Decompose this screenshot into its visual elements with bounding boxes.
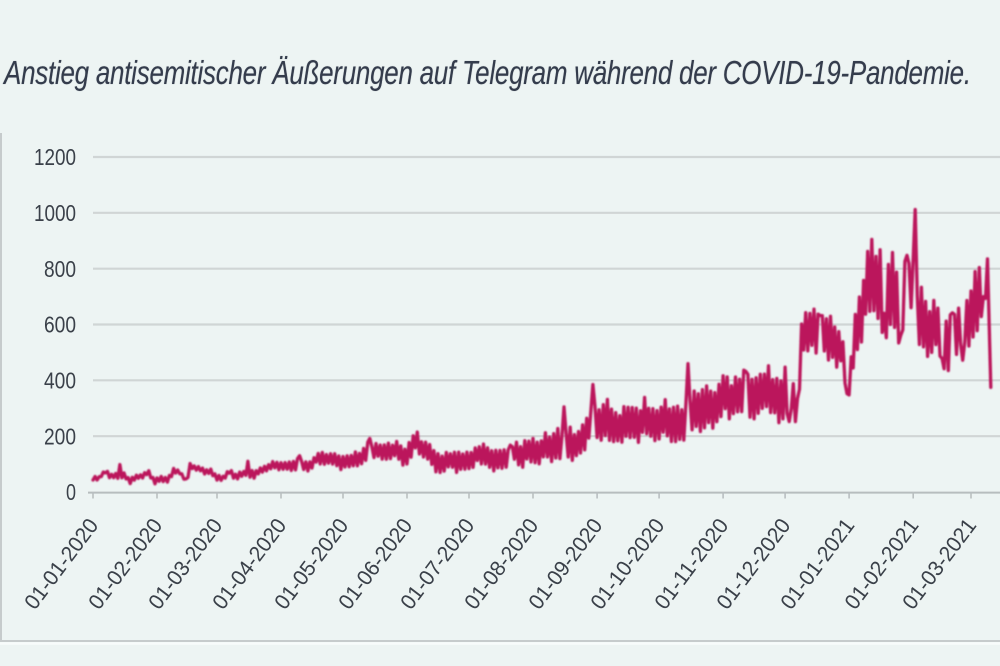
svg-text:0: 0 [66, 479, 76, 505]
svg-text:400: 400 [44, 367, 76, 393]
svg-text:200: 200 [44, 423, 76, 449]
svg-text:600: 600 [44, 312, 76, 338]
svg-text:1200: 1200 [34, 144, 76, 170]
svg-text:800: 800 [44, 256, 76, 282]
svg-text:1000: 1000 [34, 200, 76, 226]
